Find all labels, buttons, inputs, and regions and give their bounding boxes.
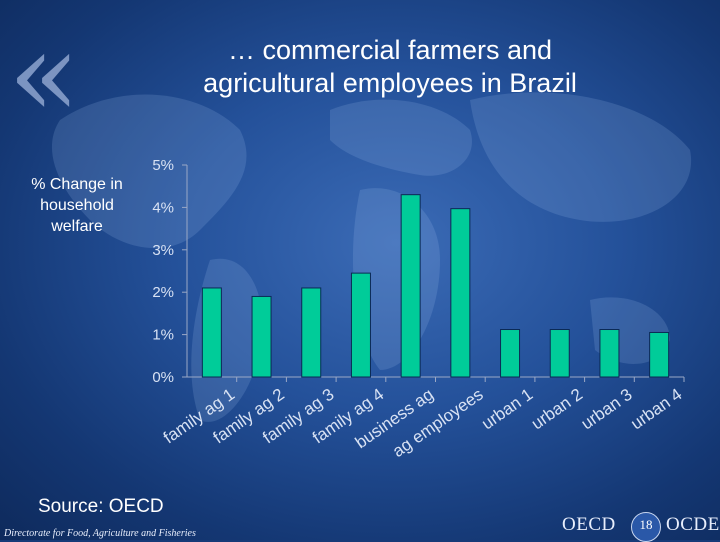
oecd-logo-text: OECD [562, 514, 616, 535]
title-line-2: agricultural employees in Brazil [203, 68, 577, 98]
y-axis-label-line-2: household [40, 197, 114, 214]
y-tick-label: 1% [152, 327, 174, 344]
y-axis-label-line-3: welfare [51, 218, 103, 235]
slide-title: … commercial farmers and agricultural em… [150, 34, 630, 100]
source-note: Source: OECD [38, 496, 164, 517]
bar [350, 272, 371, 378]
y-axis-label-line-1: % Change in [31, 176, 123, 193]
x-category-label: urban 1 [478, 385, 536, 434]
y-tick-label: 4% [152, 199, 174, 216]
title-line-1: … commercial farmers and [227, 35, 553, 65]
bar [400, 194, 421, 378]
bar [649, 331, 670, 378]
page-number: 18 [639, 517, 653, 532]
bar [549, 329, 570, 378]
bar [599, 329, 620, 378]
bar [450, 208, 471, 378]
y-axis-label: % Change in household welfare [18, 174, 136, 237]
y-tick-label: 0% [152, 369, 174, 386]
page-number-badge [631, 512, 661, 542]
x-category-label: urban 3 [578, 385, 636, 434]
bar [301, 287, 322, 378]
y-tick-label: 5% [152, 157, 174, 174]
footer-directorate: Directorate for Food, Agriculture and Fi… [4, 528, 196, 539]
bar [251, 295, 272, 378]
oecd-guillemet-logo: « [8, 5, 81, 143]
bar [201, 287, 222, 378]
x-category-label: urban 4 [627, 385, 685, 434]
bar [500, 329, 521, 378]
x-category-label: urban 2 [528, 385, 586, 434]
ocde-logo-text: OCDE [666, 514, 720, 535]
y-tick-label: 2% [152, 284, 174, 301]
y-tick-label: 3% [152, 242, 174, 259]
